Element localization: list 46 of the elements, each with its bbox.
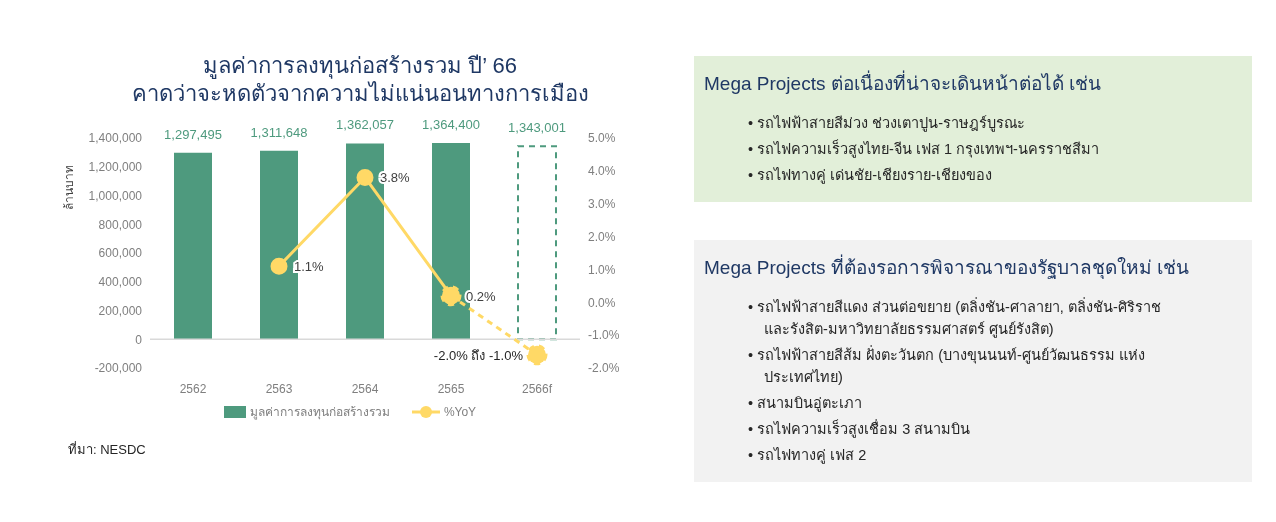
text: • สนามบินอู่ตะเภา <box>748 394 864 414</box>
data-label: 1,362,057 <box>336 117 394 133</box>
y-tick-label: 1,200,000 <box>88 160 143 175</box>
x-tick-label: 2566f <box>521 381 553 396</box>
y2-tick-label: -1.0% <box>588 328 620 343</box>
y-tick-label: 1,400,000 <box>88 131 143 146</box>
x-tick-label: 2564 <box>351 381 379 396</box>
y-tick-label: 400,000 <box>98 275 143 290</box>
text: Mega Projects ที่ต้องรอการพิจารณาของรัฐบาลชุดใหม่ เช่น <box>704 253 1190 281</box>
y-tick-label: 800,000 <box>98 217 143 232</box>
y2-tick-label: -2.0% <box>588 361 620 376</box>
y2-tick-label: 4.0% <box>588 164 616 179</box>
data-label: 1,364,400 <box>422 117 480 133</box>
legend-label: มูลค่าการลงทุนก่อสร้างรวม <box>249 404 390 421</box>
text: • รถไฟความเร็วสูงเชื่อม 3 สนามบิน <box>748 418 972 440</box>
x-tick-label: 2565 <box>437 381 465 396</box>
y-axis-title: ล้านบาท <box>60 164 77 212</box>
text: • รถไฟฟ้าสายสีแดง ส่วนต่อขยาย (ตลิ่งชัน-ศาลายา, ตลิ่งชัน-ศิริราช และรังสิต-มหาวิทยาลัยธรรมศาสตร์ ศูนย์รังสิต) <box>748 296 1162 340</box>
y2-tick-label: 3.0% <box>588 196 616 211</box>
text: • รถไฟฟ้าสายสีส้ม ฝั่งตะวันตก (บางขุนนนท์-ศูนย์วัฒนธรรม แห่งประเทศไทย) <box>748 344 1146 387</box>
y2-tick-label: 2.0% <box>588 229 616 244</box>
y-tick-label: 1,000,000 <box>88 188 143 203</box>
text: • รถไฟฟ้าสายสีม่วง ช่วงเตาปูน-ราษฎร์บูรณะ <box>748 114 1026 134</box>
y-tick-label: -200,000 <box>94 361 143 376</box>
data-label: 1,311,648 <box>250 124 308 140</box>
text: Mega Projects ต่อเนื่องที่น่าจะเดินหน้าต่อได้ เช่น <box>704 69 1102 96</box>
y-tick-label: 0 <box>135 332 143 347</box>
y-tick-label: 600,000 <box>98 246 143 261</box>
chart-title: มูลค่าการลงทุนก่อสร้างรวม ปี’ 66 คาดว่าจะหดตัวจากความไม่แน่นอนทางการเมือง <box>130 52 590 108</box>
y2-tick-label: 5.0% <box>588 131 616 146</box>
y2-tick-label: 1.0% <box>588 262 616 277</box>
data-label: 1,343,001 <box>508 120 566 136</box>
legend-label: %YoY <box>443 404 477 419</box>
point <box>270 257 288 275</box>
text: ที่มา: NESDC <box>68 440 147 459</box>
x-tick-label: 2562 <box>179 381 207 396</box>
data-label: 1,297,495 <box>164 126 222 142</box>
point <box>356 168 374 186</box>
y-tick-label: 200,000 <box>98 303 143 318</box>
x-tick-label: 2563 <box>265 381 293 396</box>
text: • รถไฟความเร็วสูงไทย-จีน เฟส 1 กรุงเทพฯ-นครราชสีมา <box>748 138 1100 160</box>
annotation: -2.0% ถึง -1.0% <box>433 347 524 363</box>
point <box>526 344 548 366</box>
y2-tick-label: 0.0% <box>588 295 616 310</box>
text: • รถไฟทางคู่ เฟส 2 <box>748 446 868 466</box>
text: • รถไฟทางคู่ เด่นชัย-เชียงราย-เชียงของ <box>748 166 993 186</box>
